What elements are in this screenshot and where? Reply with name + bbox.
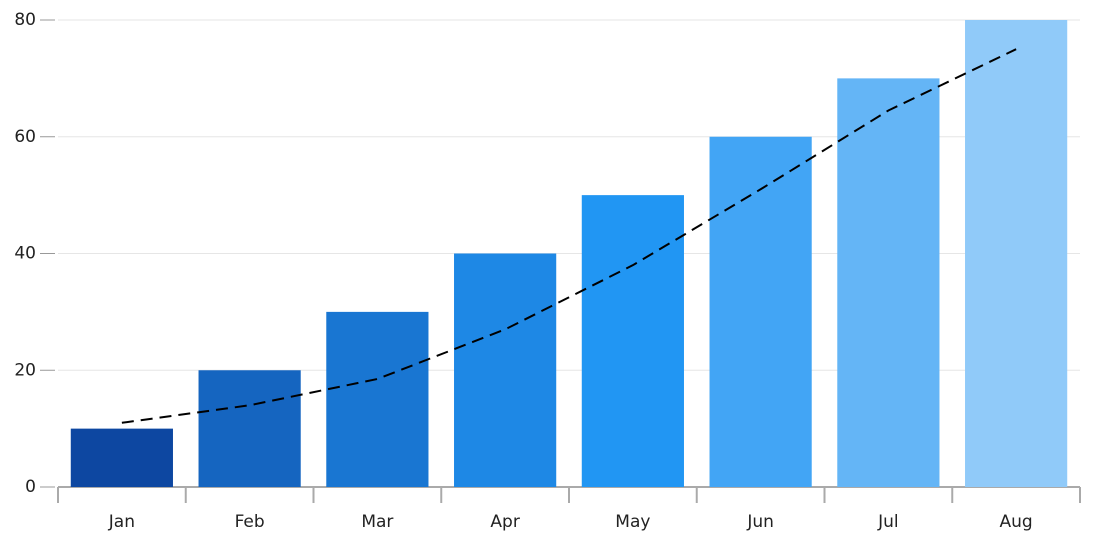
y-tick-label: 80 [14, 10, 36, 30]
x-tick-label: Jan [108, 512, 135, 532]
y-tick-label: 0 [25, 477, 36, 497]
x-tick-label: Jul [877, 512, 899, 532]
bar [326, 311, 429, 487]
x-tick-label: Aug [1000, 512, 1033, 532]
bar [965, 20, 1068, 487]
bar [581, 195, 684, 487]
trend-line [121, 48, 1017, 424]
y-tick-label: 60 [14, 127, 36, 147]
bar [198, 370, 301, 487]
x-tick-label: Jun [746, 512, 774, 532]
y-tick-label: 40 [14, 244, 36, 264]
x-tick-label: May [615, 512, 650, 532]
bar [709, 136, 812, 487]
bar [454, 253, 557, 487]
bar [837, 78, 940, 487]
y-tick-label: 20 [14, 360, 36, 380]
bar [70, 428, 173, 487]
x-tick-label: Apr [490, 512, 519, 532]
x-tick-label: Mar [361, 512, 393, 532]
x-tick-label: Feb [235, 512, 265, 532]
